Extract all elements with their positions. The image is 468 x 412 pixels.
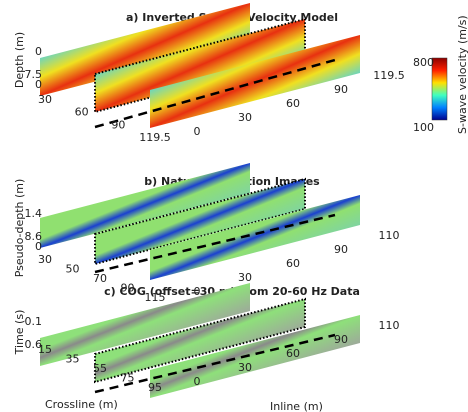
inline-tick-label: 119.5 [373,69,405,82]
y-label: Time (s) [13,310,26,356]
inline-label: Inline (m) [270,400,323,412]
inline-tick-label: 30 [238,111,252,124]
y-tick-label: 0 [35,45,42,58]
inline-tick-label: 0 [194,375,201,388]
slice [150,315,360,398]
crossline-label: Crossline (m) [45,398,118,411]
y-label: Pseudo-depth (m) [13,179,26,278]
inline-tick-label: 60 [286,347,300,360]
crossline-tick-label: 90 [111,118,125,131]
crossline-tick-label: 30 [38,253,52,266]
y-label: Depth (m) [13,32,26,88]
y-tick-label: 0.1 [25,315,43,328]
inline-tick-label: 90 [334,83,348,96]
inline-tick-label: 90 [334,333,348,346]
y-tick-label: 0 [35,78,42,91]
dashed-line [94,58,336,129]
slice [94,297,306,384]
crossline-tick-label: 70 [93,272,107,285]
crossline-tick-label: 15 [38,343,52,356]
slice [40,283,250,366]
slice [94,17,306,114]
inline-tick-label: 0 [194,125,201,138]
crossline-tick-label: 50 [66,263,80,276]
slice [94,177,306,266]
y-tick-label: 0.6 [25,338,43,351]
y-tick-label: 8.6 [25,230,43,243]
inline-tick-label: 60 [286,97,300,110]
crossline-tick-label: 95 [148,381,162,394]
crossline-tick-label: 119.5 [139,131,171,144]
crossline-tick-label: 90 [121,282,135,295]
dashed-line [94,213,336,274]
inline-tick-label: 0 [194,285,201,298]
crossline-tick-label: 60 [75,106,89,119]
crossline-tick-label: 30 [38,93,52,106]
colorbar [431,57,448,121]
colorbar-label: S-wave velocity (m/s) [456,15,468,134]
slice [40,3,250,96]
y-tick-label: 7.5 [25,68,43,81]
crossline-tick-label: 35 [66,353,80,366]
y-tick-label: 0 [35,240,42,253]
inline-tick-label: 110 [379,229,400,242]
inline-tick-label: 90 [334,243,348,256]
slice [150,195,360,280]
colorbar-max: 800 [413,56,434,69]
slice [40,163,250,248]
crossline-tick-label: 115 [145,291,166,304]
inline-tick-label: 60 [286,257,300,270]
colorbar-min: 100 [413,121,434,134]
inline-tick-label: 30 [238,361,252,374]
inline-tick-label: 110 [379,319,400,332]
y-tick-label: 1.4 [25,207,43,220]
crossline-tick-label: 55 [93,362,107,375]
inline-tick-label: 30 [238,271,252,284]
dashed-line [94,333,336,394]
crossline-tick-label: 75 [121,372,135,385]
